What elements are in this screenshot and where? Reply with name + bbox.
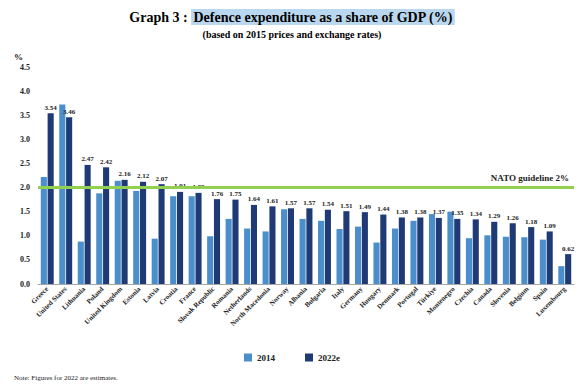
svg-text:Portugal: Portugal <box>396 285 420 309</box>
svg-text:2.42: 2.42 <box>100 158 113 166</box>
svg-text:Graph 3 :: Graph 3 : <box>129 10 191 25</box>
svg-text:Latvia: Latvia <box>141 285 161 305</box>
svg-text:0.5: 0.5 <box>20 255 30 264</box>
svg-text:1.61: 1.61 <box>266 197 279 205</box>
svg-text:Note: Figures for 2022 are est: Note: Figures for 2022 are estimates. <box>14 374 118 382</box>
svg-text:Poland: Poland <box>85 285 106 306</box>
svg-text:Denmark: Denmark <box>376 285 402 311</box>
svg-text:1.37: 1.37 <box>433 208 446 216</box>
svg-text:France: France <box>177 285 198 306</box>
svg-text:Italy: Italy <box>330 285 346 301</box>
svg-text:Greece: Greece <box>29 285 51 306</box>
svg-text:1.38: 1.38 <box>414 208 427 216</box>
svg-text:1.54: 1.54 <box>322 200 335 208</box>
svg-text:3.5: 3.5 <box>20 111 30 120</box>
svg-text:3.54: 3.54 <box>45 104 58 112</box>
svg-text:Norway: Norway <box>268 285 291 308</box>
svg-text:2014: 2014 <box>257 353 276 363</box>
svg-text:%: % <box>14 52 23 62</box>
svg-text:2.16: 2.16 <box>118 170 131 178</box>
svg-text:0.0: 0.0 <box>20 280 30 289</box>
svg-text:1.75: 1.75 <box>229 190 242 198</box>
svg-text:1.91: 1.91 <box>173 182 187 191</box>
svg-text:Germany: Germany <box>338 285 365 311</box>
svg-text:2.5: 2.5 <box>20 159 30 168</box>
svg-text:1.49: 1.49 <box>359 203 372 211</box>
svg-text:2.07: 2.07 <box>155 175 168 183</box>
svg-text:1.34: 1.34 <box>470 210 483 218</box>
svg-text:Lithuania: Lithuania <box>61 285 88 312</box>
svg-text:1.09: 1.09 <box>544 222 557 230</box>
svg-text:Canada: Canada <box>471 285 494 308</box>
svg-text:Belgium: Belgium <box>507 285 530 308</box>
svg-text:Defence expenditure as a share: Defence expenditure as a share of GDP (%… <box>193 10 452 26</box>
svg-text:1.57: 1.57 <box>285 199 298 207</box>
svg-text:1.89: 1.89 <box>192 183 205 192</box>
svg-text:Estonia: Estonia <box>121 285 143 307</box>
svg-text:2.12: 2.12 <box>137 172 150 180</box>
svg-text:Hungary: Hungary <box>358 285 383 310</box>
svg-text:Romania: Romania <box>210 285 235 310</box>
svg-text:1.29: 1.29 <box>488 212 501 220</box>
svg-text:1.18: 1.18 <box>525 218 538 226</box>
svg-text:1.44: 1.44 <box>377 205 390 213</box>
svg-text:1.35: 1.35 <box>451 209 464 217</box>
svg-text:1.26: 1.26 <box>507 214 520 222</box>
svg-text:United States: United States <box>34 285 69 319</box>
svg-text:Slovak Republic: Slovak Republic <box>176 285 217 326</box>
svg-text:Montenegro: Montenegro <box>425 285 457 317</box>
svg-text:(based on 2015 prices and exch: (based on 2015 prices and exchange rates… <box>203 29 382 41</box>
svg-text:Albania: Albania <box>286 285 309 308</box>
svg-text:Türkiye: Türkiye <box>415 285 439 308</box>
svg-text:Netherlands: Netherlands <box>221 285 254 317</box>
svg-text:1.76: 1.76 <box>211 190 224 198</box>
svg-text:1.51: 1.51 <box>340 202 353 210</box>
svg-text:United Kingdom: United Kingdom <box>83 285 124 326</box>
svg-text:1.57: 1.57 <box>303 199 316 207</box>
svg-text:North Macedonia: North Macedonia <box>229 285 272 328</box>
svg-text:Luxembourg: Luxembourg <box>534 285 567 318</box>
svg-text:2.47: 2.47 <box>81 155 94 163</box>
svg-text:4.5: 4.5 <box>20 63 30 72</box>
svg-text:3.46: 3.46 <box>63 108 76 116</box>
svg-text:1.38: 1.38 <box>396 208 409 216</box>
svg-text:NATO guideline 2%: NATO guideline 2% <box>491 173 569 183</box>
svg-text:1.64: 1.64 <box>248 195 261 203</box>
svg-text:3.0: 3.0 <box>20 135 30 144</box>
svg-text:Slovenia: Slovenia <box>488 285 513 309</box>
svg-text:2022e: 2022e <box>318 353 340 363</box>
svg-text:0.62: 0.62 <box>562 245 575 253</box>
svg-text:Bulgaria: Bulgaria <box>303 285 327 309</box>
svg-text:Croatia: Croatia <box>158 285 180 307</box>
svg-text:1.5: 1.5 <box>20 207 30 216</box>
svg-text:1.0: 1.0 <box>20 231 30 240</box>
svg-text:4.0: 4.0 <box>20 87 30 96</box>
svg-text:2.0: 2.0 <box>20 183 30 192</box>
svg-text:Spain: Spain <box>531 285 550 303</box>
svg-text:Czechia: Czechia <box>453 285 476 308</box>
